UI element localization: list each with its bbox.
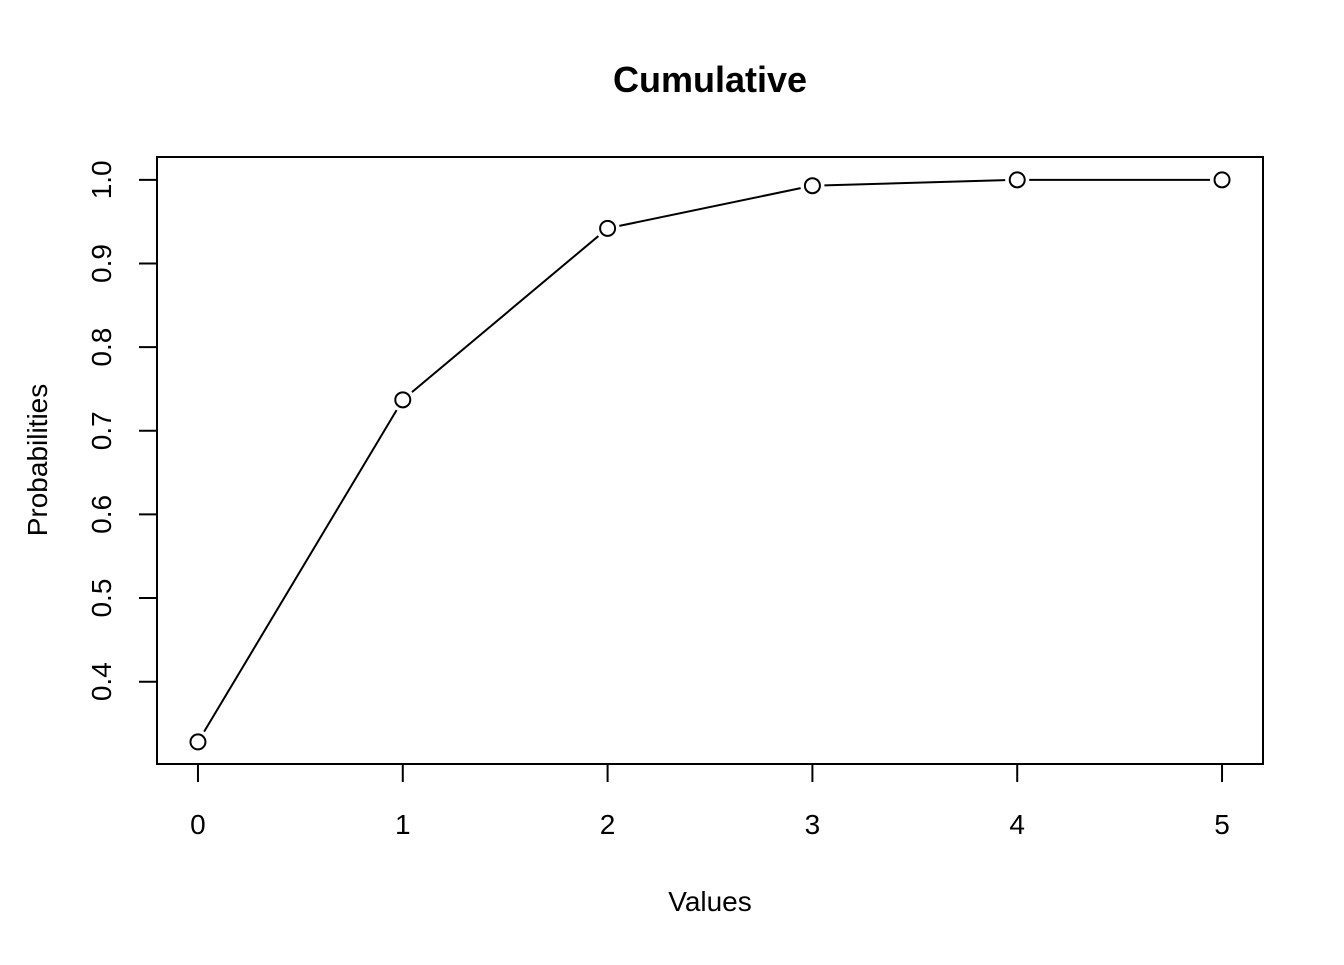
x-tick-label: 2 [600,809,616,840]
y-tick-label: 0.7 [86,411,117,450]
y-tick-label: 0.5 [86,579,117,618]
data-point [189,733,207,751]
y-axis-label: Probabilities [22,384,53,537]
y-tick-label: 0.6 [86,495,117,534]
x-axis-label: Values [668,886,752,917]
x-tick-label: 1 [395,809,411,840]
series-line-segment [203,409,398,733]
series-line-segment [824,179,1006,187]
series-line-segment [411,235,600,393]
y-tick-label: 0.8 [86,328,117,367]
y-tick-label: 0.9 [86,244,117,283]
x-tick-label: 4 [1009,809,1025,840]
chart-title: Cumulative [613,59,807,100]
y-tick-label: 0.4 [86,662,117,701]
data-point [1213,171,1231,189]
series-line-segment [619,187,801,227]
plot-frame [156,156,1264,765]
data-point [1008,171,1026,189]
data-point [599,219,617,237]
data-point [394,391,412,409]
y-tick-label: 1.0 [86,160,117,199]
data-point [803,177,821,195]
x-tick-label: 5 [1214,809,1230,840]
y-axis: 0.4 0.5 0.6 0.7 0.8 0.9 1.0 [86,160,158,701]
x-axis: 0 1 2 3 4 5 [190,763,1230,840]
series-lines [203,178,1211,733]
x-tick-label: 0 [190,809,206,840]
x-tick-label: 3 [805,809,821,840]
series-points [189,171,1231,751]
